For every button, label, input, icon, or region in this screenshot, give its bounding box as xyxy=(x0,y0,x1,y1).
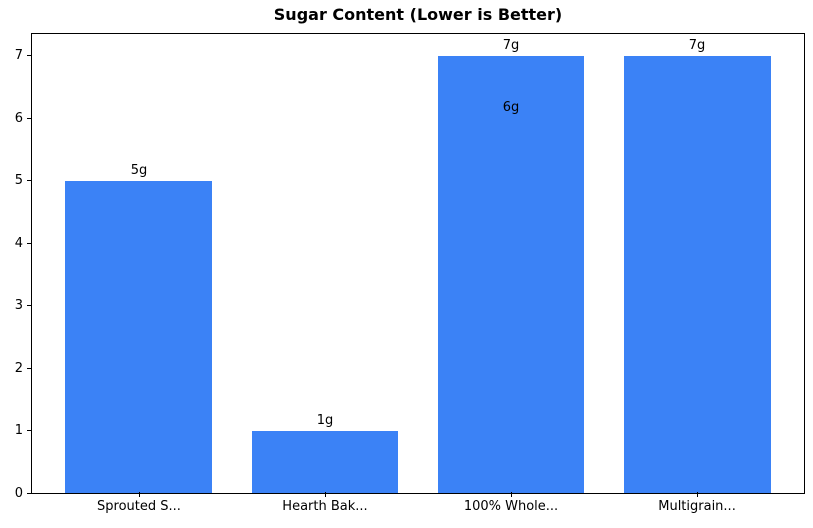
x-axis-tick xyxy=(324,492,326,497)
y-axis-tick xyxy=(27,305,31,307)
y-axis-tick-label: 2 xyxy=(14,360,23,376)
bar xyxy=(251,430,399,493)
y-axis-tick-label: 5 xyxy=(14,173,23,189)
bar-annotation-label: 6g xyxy=(502,100,520,116)
y-axis-tick xyxy=(27,55,31,57)
x-axis-tick xyxy=(511,492,512,497)
y-axis-tick xyxy=(27,117,31,119)
bar-value-label: 7g xyxy=(688,37,706,53)
x-axis-tick xyxy=(138,492,140,497)
bar xyxy=(623,55,771,493)
x-axis-tick-label: Sprouted S... xyxy=(97,499,181,514)
bar xyxy=(65,180,213,493)
bar-value-label: 5g xyxy=(130,162,148,178)
plot-area: 5g 1g 7g 7g 6g xyxy=(31,33,805,494)
y-axis-tick-label: 6 xyxy=(14,110,23,126)
chart-title: Sugar Content (Lower is Better) xyxy=(273,5,563,24)
bar xyxy=(437,55,585,493)
y-axis-tick xyxy=(27,180,31,182)
bar-value-label: 1g xyxy=(316,412,334,428)
x-axis-tick-label: Hearth Bak... xyxy=(282,499,368,514)
y-axis-tick xyxy=(27,492,31,494)
y-axis-tick-label: 4 xyxy=(14,235,23,251)
y-axis-tick-label: 0 xyxy=(14,485,23,501)
y-axis-tick xyxy=(27,367,31,369)
bar-value-label: 7g xyxy=(502,37,520,53)
x-axis-tick xyxy=(697,492,699,497)
y-axis-tick-label: 1 xyxy=(14,423,23,439)
y-axis-tick xyxy=(27,242,31,244)
y-axis-tick-label: 7 xyxy=(14,48,23,64)
x-axis-tick-label: 100% Whole... xyxy=(463,499,559,514)
y-axis-tick xyxy=(27,430,31,432)
x-axis-tick-label: Multigrain... xyxy=(658,499,736,514)
y-axis-tick-label: 3 xyxy=(14,298,23,314)
